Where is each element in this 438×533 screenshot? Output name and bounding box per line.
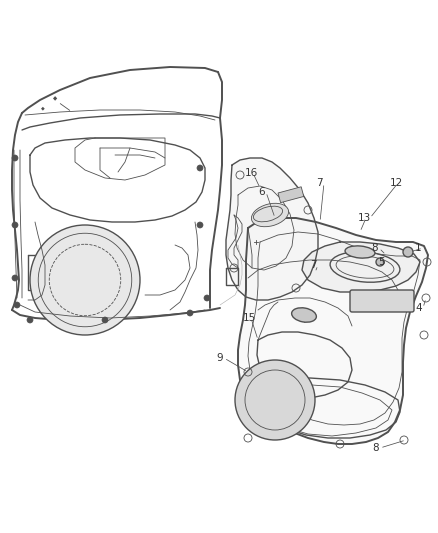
Polygon shape: [238, 218, 428, 444]
Circle shape: [197, 165, 203, 171]
Circle shape: [235, 360, 315, 440]
Text: 7: 7: [316, 178, 323, 188]
Circle shape: [12, 222, 18, 228]
Circle shape: [30, 225, 140, 335]
Ellipse shape: [292, 308, 316, 322]
Text: 7: 7: [310, 260, 317, 270]
Circle shape: [204, 295, 210, 301]
Text: 9: 9: [216, 353, 223, 363]
Text: 1: 1: [415, 243, 422, 253]
Text: 13: 13: [358, 213, 371, 223]
Text: ◆: ◆: [41, 106, 45, 110]
Polygon shape: [226, 158, 318, 300]
Ellipse shape: [251, 203, 289, 227]
Circle shape: [27, 317, 33, 323]
Circle shape: [197, 222, 203, 228]
Text: 16: 16: [245, 168, 258, 178]
Text: ◆: ◆: [53, 96, 57, 101]
Text: 8: 8: [371, 243, 378, 253]
Circle shape: [12, 275, 18, 281]
Bar: [278, 187, 304, 203]
Circle shape: [12, 155, 18, 161]
Ellipse shape: [345, 246, 375, 258]
Circle shape: [403, 247, 413, 257]
FancyBboxPatch shape: [350, 290, 414, 312]
Text: 5: 5: [378, 257, 385, 267]
Text: 15: 15: [243, 313, 256, 323]
Circle shape: [102, 317, 108, 323]
Text: 12: 12: [390, 178, 403, 188]
Polygon shape: [302, 242, 420, 292]
Text: 4: 4: [415, 303, 422, 313]
Text: 8: 8: [372, 443, 378, 453]
Circle shape: [376, 258, 384, 266]
Circle shape: [14, 302, 20, 308]
Circle shape: [187, 310, 193, 316]
Text: 6: 6: [258, 187, 265, 197]
